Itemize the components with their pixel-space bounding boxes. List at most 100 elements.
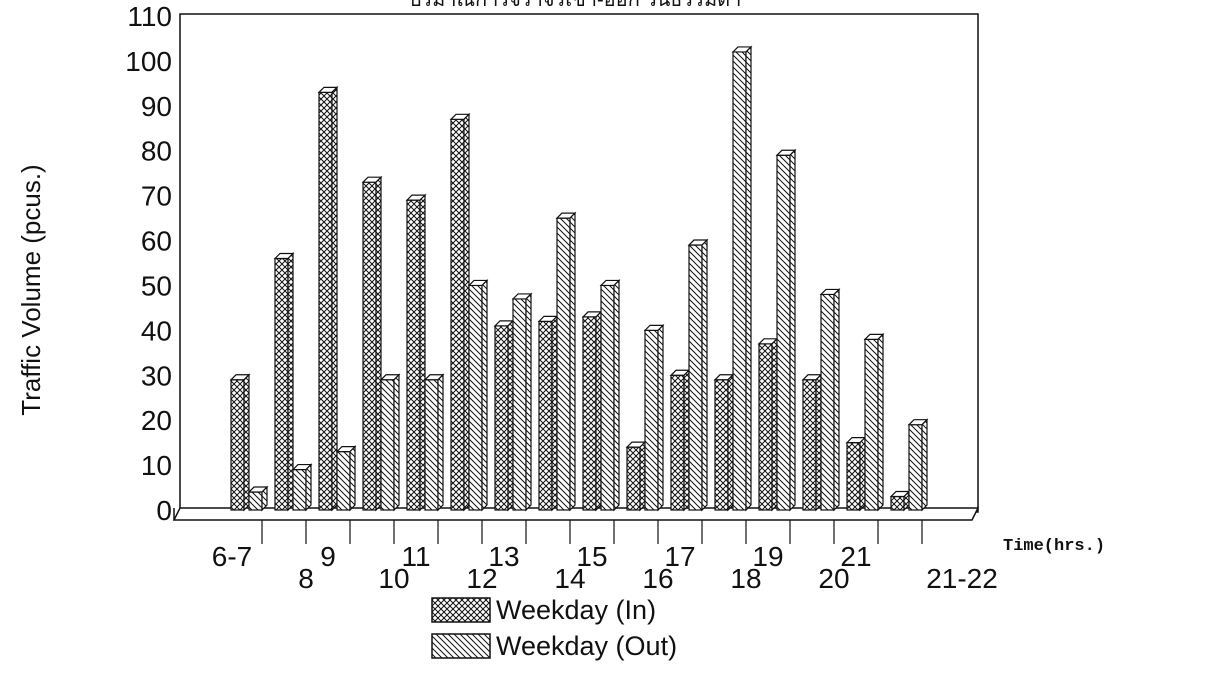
bar-out <box>819 287 841 512</box>
bar-side-face <box>525 292 532 512</box>
y-tick-label: 90 <box>141 91 172 122</box>
bar-side-face <box>331 85 338 512</box>
bar-in <box>889 490 911 512</box>
bar-front-face <box>494 325 509 511</box>
bar-side-face <box>569 211 576 512</box>
bar-in <box>273 252 295 512</box>
y-axis-label: Traffic Volume (pcus.) <box>16 164 46 415</box>
bar-side-face <box>745 45 752 512</box>
bar-side-face <box>551 314 558 512</box>
bar-front-face <box>424 379 439 511</box>
y-tick-label: 100 <box>125 46 172 77</box>
bar-out <box>335 445 357 512</box>
bar-front-face <box>318 91 333 511</box>
bar-side-face <box>639 440 646 512</box>
bar-out <box>775 148 797 512</box>
bar-in <box>493 319 515 512</box>
bar-front-face <box>406 199 421 511</box>
x-tick-label: 11 <box>401 541 430 572</box>
bar-front-face <box>776 154 791 511</box>
bar-side-face <box>243 373 250 512</box>
bar-side-face <box>789 148 796 512</box>
bar-side-face <box>287 252 294 512</box>
x-tick-label: 10 <box>378 563 409 594</box>
x-tick-label: 14 <box>554 563 585 594</box>
y-tick-label: 70 <box>141 181 172 212</box>
bar-out <box>555 211 577 512</box>
bar-out <box>423 373 445 512</box>
bar-front-face <box>468 284 483 511</box>
y-tick-label: 80 <box>141 136 172 167</box>
x-tick-label: 21-22 <box>926 563 998 594</box>
bar-front-face <box>600 284 615 511</box>
bar-in <box>537 314 559 512</box>
bar-out <box>379 373 401 512</box>
bar-in <box>317 85 339 512</box>
bar-front-face <box>512 298 527 511</box>
x-tick-label: 19 <box>752 541 783 572</box>
bar-out <box>687 238 709 512</box>
bar-front-face <box>864 338 879 511</box>
bar-out <box>863 332 885 512</box>
x-tick-label: 9 <box>320 541 336 572</box>
bar-side-face <box>437 373 444 512</box>
bar-side-face <box>833 287 840 512</box>
bar-in <box>669 368 691 512</box>
bar-side-face <box>507 319 514 512</box>
bar-in <box>361 175 383 512</box>
bar-front-face <box>230 379 245 511</box>
bar-front-face <box>714 379 729 511</box>
bar-side-face <box>393 373 400 512</box>
y-tick-label: 110 <box>127 1 172 32</box>
y-tick-label: 30 <box>141 360 172 391</box>
y-tick-label: 10 <box>141 450 172 481</box>
bar-side-face <box>727 373 734 512</box>
bar-front-face <box>362 181 377 511</box>
bar-front-face <box>556 217 571 511</box>
bar-in <box>449 112 471 512</box>
y-tick-label: 0 <box>156 495 172 526</box>
bar-side-face <box>859 436 866 512</box>
bar-front-face <box>626 446 641 511</box>
bar-side-face <box>349 445 356 512</box>
legend-swatch-in <box>431 597 491 623</box>
bar-out <box>291 463 313 512</box>
bar-front-face <box>380 379 395 511</box>
bar-side-face <box>921 418 928 512</box>
y-tick-label: 50 <box>141 270 172 301</box>
bar-front-face <box>908 424 923 511</box>
bar-side-face <box>683 368 690 512</box>
bar-in <box>757 337 779 512</box>
bar-front-face <box>820 293 835 511</box>
y-tick-label: 20 <box>141 405 172 436</box>
bar-front-face <box>336 451 351 511</box>
x-tick-label: 16 <box>642 563 673 594</box>
x-tick-label: 21 <box>840 541 871 572</box>
bar-in <box>405 193 427 512</box>
x-tick-label: 6-7 <box>212 541 252 572</box>
bar-out <box>511 292 533 512</box>
bar-side-face <box>815 373 822 512</box>
bar-side-face <box>701 238 708 512</box>
bar-in <box>801 373 823 512</box>
bar-side-face <box>657 323 664 512</box>
bar-front-face <box>802 379 817 511</box>
bar-side-face <box>419 193 426 512</box>
bar-side-face <box>463 112 470 512</box>
bar-front-face <box>450 118 465 511</box>
bar-front-face <box>644 329 659 511</box>
bar-front-face <box>670 374 685 511</box>
bar-front-face <box>538 320 553 511</box>
bar-out <box>467 279 489 512</box>
bar-out <box>599 279 621 512</box>
y-tick-label: 60 <box>141 226 172 257</box>
bar-side-face <box>481 279 488 512</box>
x-tick-label: 8 <box>298 563 314 594</box>
bar-out <box>643 323 665 512</box>
bar-out <box>907 418 929 512</box>
bar-front-face <box>274 257 289 511</box>
bar-front-face <box>890 495 905 511</box>
bar-front-face <box>248 491 263 511</box>
bar-side-face <box>771 337 778 512</box>
bar-front-face <box>688 244 703 511</box>
